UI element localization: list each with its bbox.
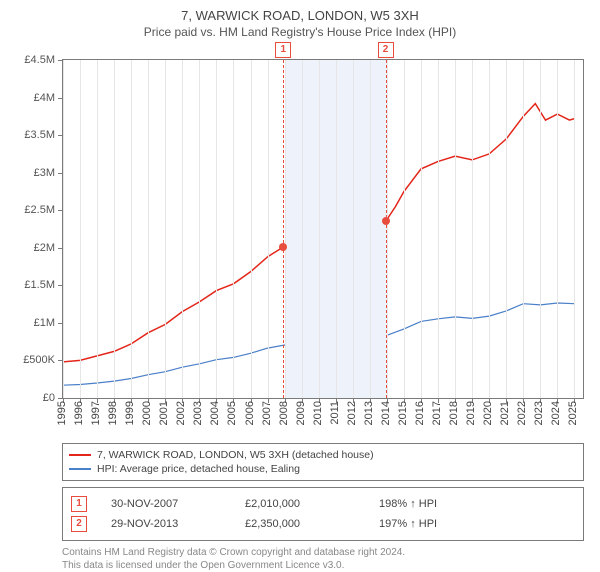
table-row: 1 30-NOV-2007 £2,010,000 198% ↑ HPI [71, 494, 575, 514]
legend-item: HPI: Average price, detached house, Eali… [69, 462, 577, 476]
sale-vs-hpi: 197% ↑ HPI [379, 518, 489, 530]
chart-title: 7, WARWICK ROAD, LONDON, W5 3XH [10, 8, 590, 23]
x-tick-label: 2007 [261, 401, 273, 425]
y-tick-label: £500K [23, 354, 55, 366]
x-tick-label: 2010 [312, 401, 324, 425]
x-tick-label: 2022 [516, 401, 528, 425]
x-tick-label: 1999 [124, 401, 136, 425]
y-axis-labels: £0£500K£1M£1.5M£2M£2.5M£3M£3.5M£4M£4.5M [11, 60, 59, 398]
x-tick-label: 2017 [431, 401, 443, 425]
x-tick-label: 1997 [90, 401, 102, 425]
sale-date: 30-NOV-2007 [111, 498, 221, 510]
sale-date: 29-NOV-2013 [111, 518, 221, 530]
y-tick-label: £1.5M [24, 279, 55, 291]
x-tick-label: 2004 [209, 401, 221, 425]
sale-flag-marker: 2 [378, 42, 394, 58]
x-tick-label: 2014 [380, 401, 392, 425]
licence-line: Contains HM Land Registry data © Crown c… [62, 547, 584, 560]
legend-swatch [69, 454, 91, 456]
x-tick-label: 2023 [533, 401, 545, 425]
x-tick-label: 2002 [175, 401, 187, 425]
x-tick-label: 2000 [141, 401, 153, 425]
x-tick-label: 2003 [192, 401, 204, 425]
x-tick-label: 2020 [482, 401, 494, 425]
x-tick-label: 2018 [448, 401, 460, 425]
sales-table: 1 30-NOV-2007 £2,010,000 198% ↑ HPI 2 29… [62, 487, 584, 541]
x-tick-label: 2021 [499, 401, 511, 425]
table-row: 2 29-NOV-2013 £2,350,000 197% ↑ HPI [71, 514, 575, 534]
legend-label: 7, WARWICK ROAD, LONDON, W5 3XH (detache… [97, 449, 374, 461]
x-tick-label: 2009 [295, 401, 307, 425]
sale-vs-hpi: 198% ↑ HPI [379, 498, 489, 510]
sale-flag-icon: 2 [71, 516, 87, 532]
y-tick-label: £1M [34, 317, 55, 329]
x-tick-label: 2015 [397, 401, 409, 425]
sale-flag-icon: 1 [71, 496, 87, 512]
y-tick-label: £2M [34, 242, 55, 254]
x-tick-label: 2019 [465, 401, 477, 425]
y-tick-label: £3.5M [24, 129, 55, 141]
x-tick-label: 1996 [73, 401, 85, 425]
y-tick-label: £2.5M [24, 204, 55, 216]
sale-dot-marker [279, 243, 287, 251]
x-tick-label: 2001 [158, 401, 170, 425]
sale-price: £2,010,000 [245, 498, 355, 510]
x-tick-label: 2012 [346, 401, 358, 425]
legend-swatch [69, 468, 91, 470]
x-tick-label: 2025 [567, 401, 579, 425]
x-tick-label: 2008 [278, 401, 290, 425]
x-tick-label: 2016 [414, 401, 426, 425]
legend-label: HPI: Average price, detached house, Eali… [97, 463, 300, 475]
licence-line: This data is licensed under the Open Gov… [62, 560, 584, 572]
sale-price: £2,350,000 [245, 518, 355, 530]
x-tick-label: 1998 [107, 401, 119, 425]
x-tick-label: 2024 [550, 401, 562, 425]
plot-area: £0£500K£1M£1.5M£2M£2.5M£3M£3.5M£4M£4.5M … [62, 59, 584, 399]
sale-flag-marker: 1 [275, 42, 291, 58]
x-tick-label: 2006 [244, 401, 256, 425]
chart-subtitle: Price paid vs. HM Land Registry's House … [10, 25, 590, 39]
x-tick-label: 1995 [56, 401, 68, 425]
x-tick-label: 2005 [226, 401, 238, 425]
chart-container: 7, WARWICK ROAD, LONDON, W5 3XH Price pa… [0, 0, 600, 560]
x-axis-labels: 1995199619971998199920002001200220032004… [62, 399, 584, 439]
legend-box: 7, WARWICK ROAD, LONDON, W5 3XH (detache… [62, 443, 584, 481]
y-tick-label: £4.5M [24, 54, 55, 66]
x-tick-label: 2013 [363, 401, 375, 425]
legend-item: 7, WARWICK ROAD, LONDON, W5 3XH (detache… [69, 448, 577, 462]
x-tick-label: 2011 [329, 401, 341, 425]
sale-dot-marker [382, 217, 390, 225]
y-tick-label: £3M [34, 167, 55, 179]
y-tick-label: £0 [43, 392, 55, 404]
y-tick-label: £4M [34, 92, 55, 104]
